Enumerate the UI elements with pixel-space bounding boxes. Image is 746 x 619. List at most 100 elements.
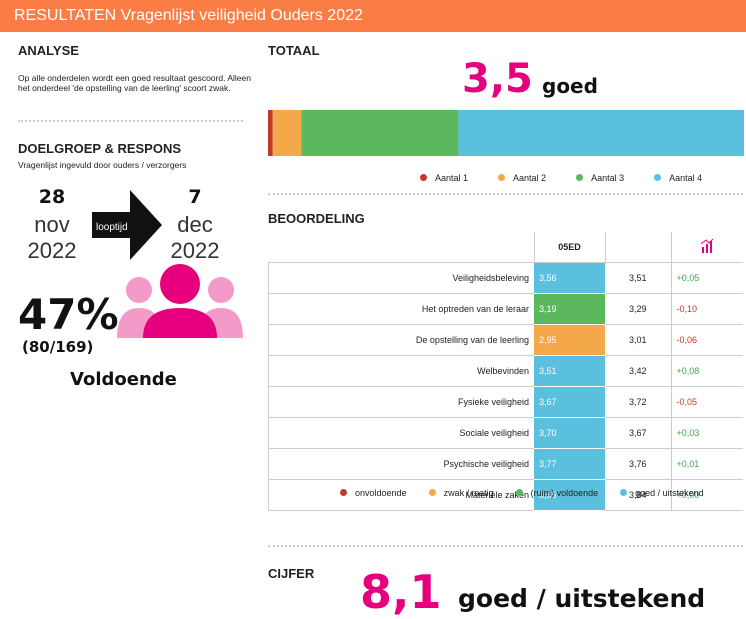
legend-item: Aantal 2 xyxy=(498,173,546,183)
date-day: 7 xyxy=(188,186,202,208)
grade: 8,1 xyxy=(360,565,442,619)
legend-item: goed / uitstekend xyxy=(620,488,704,498)
legend-item: zwak / matig xyxy=(428,488,494,498)
legend-dot xyxy=(428,489,436,496)
diff-cell: +0,01 xyxy=(670,448,743,480)
benchmark-cell: 3,84 xyxy=(605,479,671,511)
table-row: Veiligheidsbeleving 3,56 3,51 +0,05 xyxy=(268,262,743,294)
arrow xyxy=(92,190,162,260)
header-bar xyxy=(0,0,746,32)
separator xyxy=(268,193,743,195)
legend-dot xyxy=(498,174,506,181)
legend-label: onvoldoende xyxy=(355,488,407,498)
benchmark-cell: 3,29 xyxy=(605,293,671,325)
separator xyxy=(18,120,243,122)
diff-cell: +0,03 xyxy=(670,417,743,449)
legend-dot xyxy=(515,489,523,496)
legend: onvoldoende zwak / matig (ruim) voldoende g… xyxy=(340,488,704,498)
legend-label: Aantal 2 xyxy=(513,173,547,183)
legend: Aantal 1 Aantal 2 Aantal 3 Aantal 4 xyxy=(420,173,702,183)
score-cell: 3,56 xyxy=(534,262,605,294)
legend-dot xyxy=(420,174,427,181)
heading: CIJFER xyxy=(268,566,315,581)
table-row: De opstelling van de leerling 2,95 3,01 -0,… xyxy=(268,324,743,356)
row-label: Welbevinden xyxy=(268,355,534,387)
legend-dot xyxy=(576,174,584,181)
score-cell: 3,70 xyxy=(534,417,605,449)
table-row: Materiële zaken 3,85 3,84 +0,00 xyxy=(268,479,743,511)
score-cell: 2,95 xyxy=(534,324,605,356)
table-row: Psychische veiligheid 3,77 3,76 +0,01 xyxy=(268,448,743,480)
response-rating: Voldoende xyxy=(70,369,177,390)
date-year: 2022 xyxy=(170,238,220,263)
date-month: nov xyxy=(34,212,70,237)
bar-segment xyxy=(301,110,459,156)
legend-item: onvoldoende xyxy=(340,488,407,498)
benchmark-cell: 3,72 xyxy=(605,386,671,418)
score-cell: 3,85 xyxy=(534,479,605,511)
row-label: Het optreden van de leraar xyxy=(268,293,534,325)
legend-item: (ruim) voldoende xyxy=(515,488,598,498)
table-row: Fysieke veiligheid 3,67 3,72 -0,05 xyxy=(268,386,743,418)
legend-label: Aantal 1 xyxy=(435,173,469,183)
stacked-bar xyxy=(268,110,744,156)
paragraph: Vragenlijst ingevuld door ouders / verzo… xyxy=(18,160,187,170)
date-year: 2022 xyxy=(27,238,77,263)
legend-label: Aantal 4 xyxy=(669,173,703,183)
benchmark-cell: 3,01 xyxy=(605,324,671,356)
diff-cell: -0,10 xyxy=(670,293,743,325)
bar-segment xyxy=(458,110,744,156)
row-label: Fysieke veiligheid xyxy=(268,386,534,418)
table-row: Sociale veiligheid 3,70 3,67 +0,03 xyxy=(268,417,743,449)
legend-dot xyxy=(620,489,628,496)
benchmark-cell: 3,42 xyxy=(605,355,671,387)
paragraph: Op alle onderdelen wordt een goed result… xyxy=(18,73,251,93)
total-rating: goed xyxy=(542,74,598,98)
heading: TOTAAL xyxy=(268,43,320,58)
response-count: (80/169) xyxy=(22,338,94,356)
legend-dot xyxy=(654,174,662,181)
legend-label: zwak / matig xyxy=(443,488,494,498)
table: 05ED Veiligheidsbeleving 3,56 3,51 +0,05 Het… xyxy=(268,232,743,511)
heading: BEOORDELING xyxy=(268,211,365,226)
legend-label: Aantal 3 xyxy=(591,173,625,183)
row-label: Psychische veiligheid xyxy=(268,448,534,480)
column-header: 05ED xyxy=(533,232,605,263)
legend-item: Aantal 1 xyxy=(420,173,468,183)
legend-item: Aantal 4 xyxy=(654,173,702,183)
score-cell: 3,77 xyxy=(534,448,605,480)
response-percentage: 47% xyxy=(18,290,119,339)
heading: ANALYSE xyxy=(18,43,79,58)
row-label: Sociale veiligheid xyxy=(268,417,534,449)
header-title: RESULTATEN Vragenlijst veiligheid Ouders… xyxy=(14,7,363,24)
date-day: 28 xyxy=(38,186,66,208)
score-cell: 3,67 xyxy=(534,386,605,418)
heading: DOELGROEP & RESPONS xyxy=(18,141,182,156)
row-label: Veiligheidsbeleving xyxy=(268,262,534,294)
separator xyxy=(268,545,743,547)
legend-label: goed / uitstekend xyxy=(635,488,704,498)
bar-segment xyxy=(272,110,302,156)
people-icon xyxy=(117,264,243,338)
legend-dot xyxy=(340,489,347,496)
table-row: Het optreden van de leraar 3,19 3,29 -0,10 xyxy=(268,293,743,325)
legend-item: Aantal 3 xyxy=(576,173,624,183)
chart-icon xyxy=(700,238,714,253)
grade-rating: goed / uitstekend xyxy=(458,584,706,613)
diff-cell: +0,05 xyxy=(670,262,743,294)
arrow-label: looptijd xyxy=(96,222,128,233)
bar-segment xyxy=(268,110,273,156)
benchmark-cell: 3,51 xyxy=(605,262,671,294)
benchmark-cell: 3,76 xyxy=(605,448,671,480)
row-label: Materiële zaken xyxy=(268,479,534,511)
table-row: Welbevinden 3,51 3,42 +0,08 xyxy=(268,355,743,387)
score-cell: 3,51 xyxy=(534,355,605,387)
diff-cell: -0,06 xyxy=(670,324,743,356)
total-score: 3,5 xyxy=(462,56,533,102)
diff-cell: +0,00 xyxy=(670,479,743,511)
diff-cell: +0,08 xyxy=(670,355,743,387)
diff-cell: -0,05 xyxy=(670,386,743,418)
score-cell: 3,19 xyxy=(534,293,605,325)
date-month: dec xyxy=(177,212,213,237)
